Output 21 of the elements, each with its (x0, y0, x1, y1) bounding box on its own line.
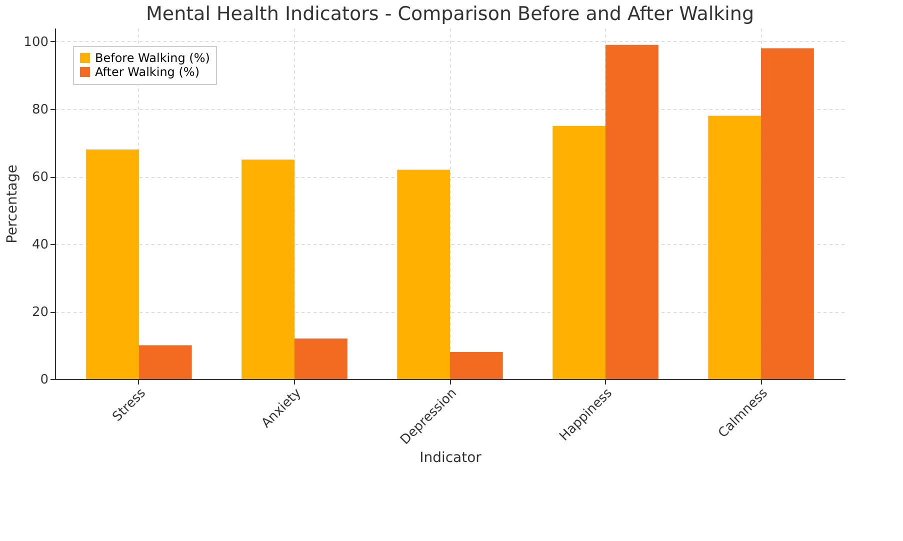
bar (552, 126, 606, 379)
y-tick-label: 40 (32, 238, 48, 252)
bar (242, 160, 294, 379)
bar (606, 44, 658, 379)
bar (761, 48, 814, 379)
y-tick-label: 80 (32, 102, 48, 118)
y-tick-label: 20 (32, 305, 48, 320)
y-tick-label: 60 (32, 170, 48, 185)
y-tick-label: 0 (40, 372, 48, 388)
bar (450, 352, 503, 379)
bar (397, 170, 450, 379)
legend-label: Before Walking (%) (95, 51, 210, 65)
y-tick-label: 100 (24, 35, 48, 50)
x-axis-title: Indicator (420, 450, 482, 466)
bar (294, 338, 348, 379)
bar (138, 345, 192, 379)
chart-title: Mental Health Indicators - Comparison Before and After Walking (146, 3, 754, 25)
legend-label: After Walking (%) (95, 65, 200, 79)
bar (708, 116, 762, 379)
bar (86, 150, 139, 379)
y-axis-title: Percentage (4, 164, 21, 244)
